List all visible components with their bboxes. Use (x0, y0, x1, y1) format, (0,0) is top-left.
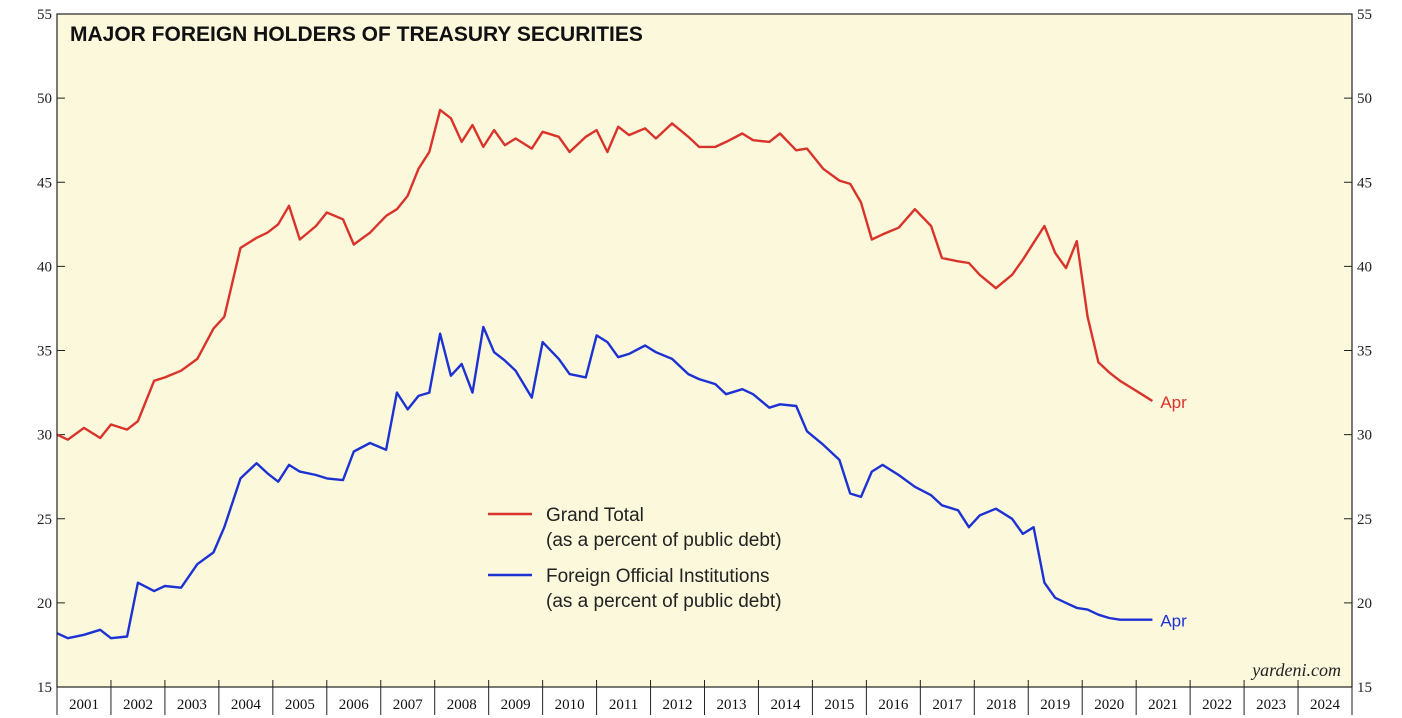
x-tick-label: 2023 (1256, 697, 1286, 713)
x-tick-label: 2021 (1148, 697, 1178, 713)
series-end-label-1: Apr (1160, 612, 1187, 631)
x-tick-label: 2008 (447, 697, 477, 713)
x-axis: 2001 2002 2003 2004 2005 2006 2007 2008 2009 2010… (56, 680, 1353, 715)
y-tick-label-left: 35 (37, 344, 52, 360)
x-tick-label: 2003 (177, 697, 207, 713)
legend-label-0: Grand Total (546, 505, 644, 526)
y-tick-label-right: 45 (1357, 175, 1372, 191)
left-axis: 15 20 25 30 35 40 45 50 55 (37, 7, 65, 696)
x-tick-label: 2010 (555, 697, 585, 713)
series-layer: Apr Apr (56, 108, 1187, 640)
series-end-label-0: Apr (1160, 393, 1187, 412)
x-tick-label: 2012 (663, 697, 693, 713)
y-tick-label-left: 30 (37, 428, 52, 444)
y-tick-label-left: 25 (37, 512, 52, 528)
x-tick-label: 2014 (770, 697, 801, 713)
x-tick-label: 2004 (231, 697, 262, 713)
x-tick-label: 2019 (1040, 697, 1070, 713)
x-tick-label: 2007 (393, 697, 424, 713)
x-tick-label: 2013 (716, 697, 746, 713)
y-tick-label-left: 15 (37, 680, 52, 696)
y-tick-label-right: 55 (1357, 7, 1372, 23)
x-tick-label: 2017 (932, 697, 963, 713)
y-tick-label-left: 45 (37, 175, 52, 191)
right-axis: 15 20 25 30 35 40 45 50 55 (1344, 7, 1372, 696)
legend: Grand Total (as a percent of public debt)… (488, 505, 782, 612)
y-tick-label-left: 20 (37, 596, 52, 612)
credit-label: yardeni.com (1250, 660, 1341, 680)
x-tick-label: 2018 (986, 697, 1016, 713)
x-tick-label: 2020 (1094, 697, 1124, 713)
x-tick-label: 2009 (501, 697, 531, 713)
series-line-0 (56, 108, 1154, 441)
y-tick-label-left: 50 (37, 91, 52, 107)
y-tick-label-left: 55 (37, 7, 52, 23)
x-tick-label: 2006 (339, 697, 370, 713)
y-tick-label-right: 30 (1357, 428, 1372, 444)
series-line-1 (56, 325, 1153, 640)
chart-title: MAJOR FOREIGN HOLDERS OF TREASURY SECURI… (70, 23, 643, 46)
y-tick-label-right: 20 (1357, 596, 1372, 612)
plot-background (57, 14, 1352, 687)
y-tick-label-right: 40 (1357, 259, 1372, 275)
y-tick-label-left: 40 (37, 259, 52, 275)
legend-note-0: (as a percent of public debt) (546, 530, 782, 551)
x-tick-label: 2002 (123, 697, 153, 713)
x-tick-label: 2016 (878, 697, 909, 713)
legend-label-1: Foreign Official Institutions (546, 566, 770, 587)
x-tick-label: 2011 (609, 697, 638, 713)
y-tick-label-right: 15 (1357, 680, 1372, 696)
x-tick-label: 2024 (1310, 697, 1341, 713)
x-tick-label: 2005 (285, 697, 315, 713)
x-tick-label: 2001 (69, 697, 99, 713)
x-tick-label: 2022 (1202, 697, 1232, 713)
y-tick-label-right: 25 (1357, 512, 1372, 528)
plot-frame (56, 13, 1353, 688)
x-tick-label: 2015 (824, 697, 854, 713)
y-tick-label-right: 35 (1357, 344, 1372, 360)
y-tick-label-right: 50 (1357, 91, 1372, 107)
legend-note-1: (as a percent of public debt) (546, 591, 782, 612)
